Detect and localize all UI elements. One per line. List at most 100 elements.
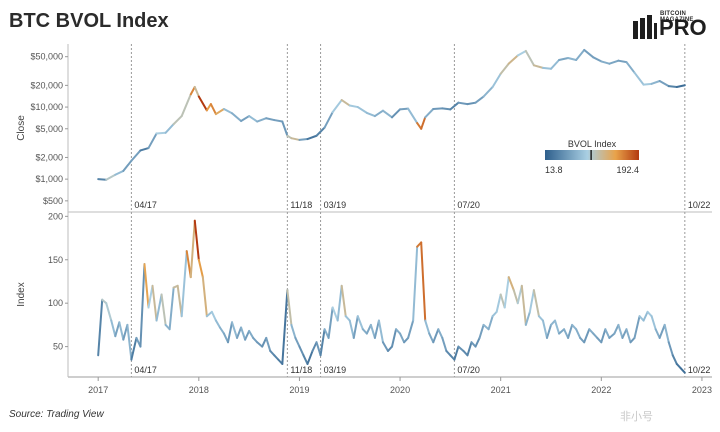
bvol-segment [545,323,552,339]
bvol-chart: 04/17 04/17 11/18 11/18 03/19 03/19 07/20 07/20… [16,44,712,395]
price-segment [164,123,175,134]
bvol-segment [244,329,251,341]
grid-layer [67,44,712,378]
bottom-y-tick-label: 150 [48,255,63,265]
bvol-segment [97,298,104,357]
bvol-segment [214,319,221,329]
bvol-segment [331,306,339,322]
price-segment [122,159,133,172]
bvol-segment [160,293,167,326]
x-tick-label: 2019 [289,385,309,395]
price-segment [441,107,452,111]
price-segment [256,117,268,123]
price-segment [155,131,167,135]
top-y-tick-label: $500 [43,196,63,206]
bvol-segment [567,323,574,339]
price-segment [407,107,419,125]
bvol-segment [155,293,163,322]
price-segment [180,93,192,118]
top-y-tick-label: $50,000 [30,52,63,62]
top-y-axis-label: Close [16,115,27,141]
bvol-segment [205,310,213,318]
price-segment [424,108,435,119]
chart-title: BTC BVOL Index [9,10,169,32]
bvol-segment [663,323,670,344]
price-segment [675,84,686,88]
bvol-segment [377,319,384,344]
bvol-segment [261,336,268,348]
bvol-segment [151,284,158,322]
series-layer [97,48,686,374]
bvol-segment [617,323,624,339]
price-segment [532,64,544,69]
price-segment [172,115,183,126]
bvol-segment [327,306,334,339]
bvol-segment [441,336,448,352]
bvol-segment [679,367,686,374]
bvol-segment [420,241,427,322]
price-segment [399,107,410,111]
bvol-segment [667,341,674,357]
price-segment [482,85,494,98]
price-segment [248,115,259,123]
event-label-bottom: 04/17 [134,365,157,375]
bottom-y-axis-label: Index [16,282,27,306]
event-lines: 04/17 04/17 11/18 11/18 03/19 03/19 07/20 07/20… [130,44,711,377]
bvol-segment [457,345,465,352]
price-segment [617,59,628,64]
watermark-text: 非小号 [620,411,653,423]
bvol-segment [290,323,297,339]
bvol-segment [613,323,620,335]
bvol-segment [625,328,632,344]
bvol-segment [528,289,535,313]
price-segment [633,71,645,86]
bvol-segment [231,321,239,339]
price-segment [139,147,150,152]
price-segment [449,101,460,111]
bvol-segment [201,276,208,318]
bvol-segment [604,328,611,339]
price-segment [222,108,234,115]
price-segment [550,58,561,70]
bvol-segment [340,284,347,318]
price-segment [214,108,225,116]
price-segment [365,111,376,118]
bvol-segment [428,332,435,344]
bvol-segment [558,328,566,335]
bvol-segment [654,328,661,339]
price-segment [524,49,535,67]
price-segment [298,138,309,141]
x-tick-label: 2023 [692,385,712,395]
bvol-segment [474,336,481,348]
bvol-segment [658,323,666,339]
price-segment [499,62,510,75]
event-label-top: 10/22 [688,200,711,210]
price-segment [331,99,343,114]
bvol-segment [495,293,502,313]
price-segment [575,48,586,61]
bvol-segment [302,354,309,365]
price-segment [281,120,289,137]
price-segment [600,60,611,65]
price-segment [340,99,351,107]
price-segment [516,49,527,57]
bvol-segment [642,310,649,322]
bvol-segment [478,323,485,339]
price-segment [466,101,477,106]
price-segment [105,173,117,181]
top-y-tick-label: $2,000 [35,152,63,162]
x-tick-label: 2021 [491,385,511,395]
price-segment [567,56,578,61]
price-segment [290,137,301,141]
price-segment [420,116,427,130]
price-segment [457,101,469,106]
legend-min-label: 13.8 [545,165,563,175]
bvol-segment [633,315,641,339]
price-segment [231,112,243,123]
event-label-bottom: 07/20 [457,365,480,375]
bvol-segment [180,250,188,318]
legend-title: BVOL Index [568,139,617,149]
x-tick-label: 2022 [591,385,611,395]
price-segment [356,106,368,114]
bottom-y-tick-label: 200 [48,211,63,221]
